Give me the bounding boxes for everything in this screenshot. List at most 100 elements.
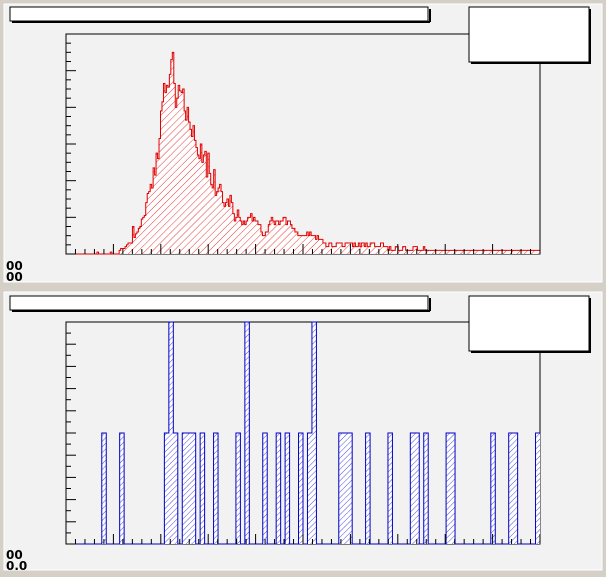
- top-histogram-bar: [138, 228, 140, 254]
- top-histogram-bar: [508, 250, 511, 254]
- top-histogram-bar: [126, 244, 129, 254]
- top-histogram-bar: [476, 250, 479, 254]
- top-histogram-bar: [467, 250, 470, 254]
- top-histogram-bar: [291, 228, 294, 254]
- top-histogram-bar: [252, 221, 254, 254]
- top-histogram-bar: [288, 221, 291, 254]
- top-histogram-bar: [420, 250, 422, 254]
- bottom-histogram-bar: [347, 433, 353, 544]
- top-histogram-bar: [331, 246, 334, 254]
- top-histogram-bar: [271, 217, 273, 254]
- top-histogram-bar: [411, 250, 414, 254]
- top-histogram-bar: [157, 158, 160, 254]
- top-histogram-bar: [519, 250, 521, 254]
- top-histogram-bar: [173, 83, 176, 254]
- top-histogram-bar: [340, 243, 343, 254]
- top-histogram-bar: [424, 250, 427, 254]
- bottom-histogram: [66, 321, 541, 545]
- top-histogram-bar: [324, 243, 326, 254]
- top-histogram-bar: [286, 224, 288, 254]
- top-histogram-bar: [164, 92, 167, 254]
- top-histogram-bar: [229, 195, 232, 254]
- top-histogram-bar: [132, 226, 134, 254]
- top-histogram-bar: [204, 151, 207, 254]
- top-histogram-bar: [167, 87, 170, 254]
- bottom-histogram-bar: [164, 433, 169, 544]
- top-histogram-bar: [319, 239, 322, 254]
- top-histogram-bar: [110, 252, 112, 254]
- top-histogram-bar: [414, 246, 417, 254]
- top-histogram-bar: [277, 221, 279, 254]
- top-histogram-bar: [399, 250, 402, 254]
- top-histogram-bar: [125, 246, 127, 254]
- bottom-histogram-bar: [276, 433, 281, 544]
- top-histogram-bar: [342, 246, 344, 254]
- top-histogram-bar: [535, 250, 538, 254]
- bottom-histogram-bar: [244, 322, 250, 544]
- top-histogram-bar: [475, 250, 477, 254]
- top-histogram-bar: [266, 232, 269, 254]
- top-histogram-bar: [142, 217, 145, 254]
- top-histogram-bar: [306, 232, 309, 254]
- top-histogram-bar: [317, 235, 319, 254]
- top-histogram-bar: [234, 221, 236, 254]
- bottom-histogram-bar: [450, 433, 456, 544]
- top-histogram-bar: [290, 224, 292, 254]
- top-histogram-bar: [355, 246, 357, 254]
- bottom-y-tick-label: 00: [6, 548, 23, 562]
- top-histogram-bar: [274, 224, 276, 254]
- top-histogram-bar: [464, 250, 467, 254]
- top-histogram-bar: [169, 74, 171, 254]
- top-x-tick-label: 00: [6, 270, 23, 284]
- top-histogram-bar: [485, 250, 487, 254]
- top-histogram-bar: [364, 246, 366, 254]
- top-histogram-bar: [280, 221, 282, 254]
- top-histogram-bar: [421, 250, 424, 254]
- top-histogram-bar: [432, 250, 434, 254]
- top-histogram-bar: [528, 250, 530, 254]
- top-histogram-bar: [163, 83, 165, 254]
- top-histogram-bar: [133, 237, 136, 254]
- top-histogram-bar: [451, 250, 453, 254]
- top-histogram-bar: [507, 250, 510, 254]
- top-histogram-bar: [446, 250, 449, 254]
- top-histogram-bar: [235, 217, 238, 254]
- top-histogram-bar: [144, 215, 146, 254]
- top-histogram-bar: [534, 250, 536, 254]
- top-histogram-bar: [222, 202, 225, 254]
- bottom-histogram-bar: [535, 433, 541, 544]
- top-histogram-bar: [531, 250, 533, 254]
- top-histogram-bar: [373, 243, 375, 254]
- top-histogram-bar: [184, 111, 186, 254]
- top-histogram-bar: [498, 250, 501, 254]
- top-histogram-bar: [153, 167, 155, 254]
- top-histogram-bar: [308, 235, 310, 254]
- top-histogram-bar: [187, 107, 189, 254]
- bottom-histogram-bar: [168, 322, 174, 544]
- bottom-histogram-bar: [101, 433, 107, 544]
- top-histogram-bar: [370, 243, 372, 254]
- top-histogram-bar: [297, 235, 300, 254]
- top-histogram-bar: [377, 246, 380, 254]
- top-histogram-bar: [525, 250, 527, 254]
- top-histogram-bar: [402, 246, 405, 254]
- top-histogram-bar: [491, 250, 493, 254]
- top-histogram-bar: [269, 221, 272, 254]
- bottom-x-ticks: [65, 534, 541, 544]
- top-histogram-bar: [460, 250, 462, 254]
- top-histogram-bar: [343, 246, 346, 254]
- top-histogram-bar: [318, 239, 321, 254]
- top-histogram-bar: [139, 226, 142, 254]
- top-histogram-bar: [309, 232, 312, 254]
- top-histogram-bar: [380, 243, 383, 254]
- bottom-histogram-bar: [365, 433, 371, 544]
- top-histogram-bar: [268, 224, 270, 254]
- top-histogram-bar: [461, 250, 464, 254]
- top-histogram-bar: [265, 232, 267, 254]
- top-histogram-bar: [166, 85, 168, 254]
- top-histogram-bar: [321, 239, 323, 254]
- top-histogram-bar: [473, 250, 476, 254]
- top-histogram-bar: [436, 250, 439, 254]
- top-histogram-bar: [97, 252, 99, 254]
- top-histogram-bar: [275, 221, 278, 254]
